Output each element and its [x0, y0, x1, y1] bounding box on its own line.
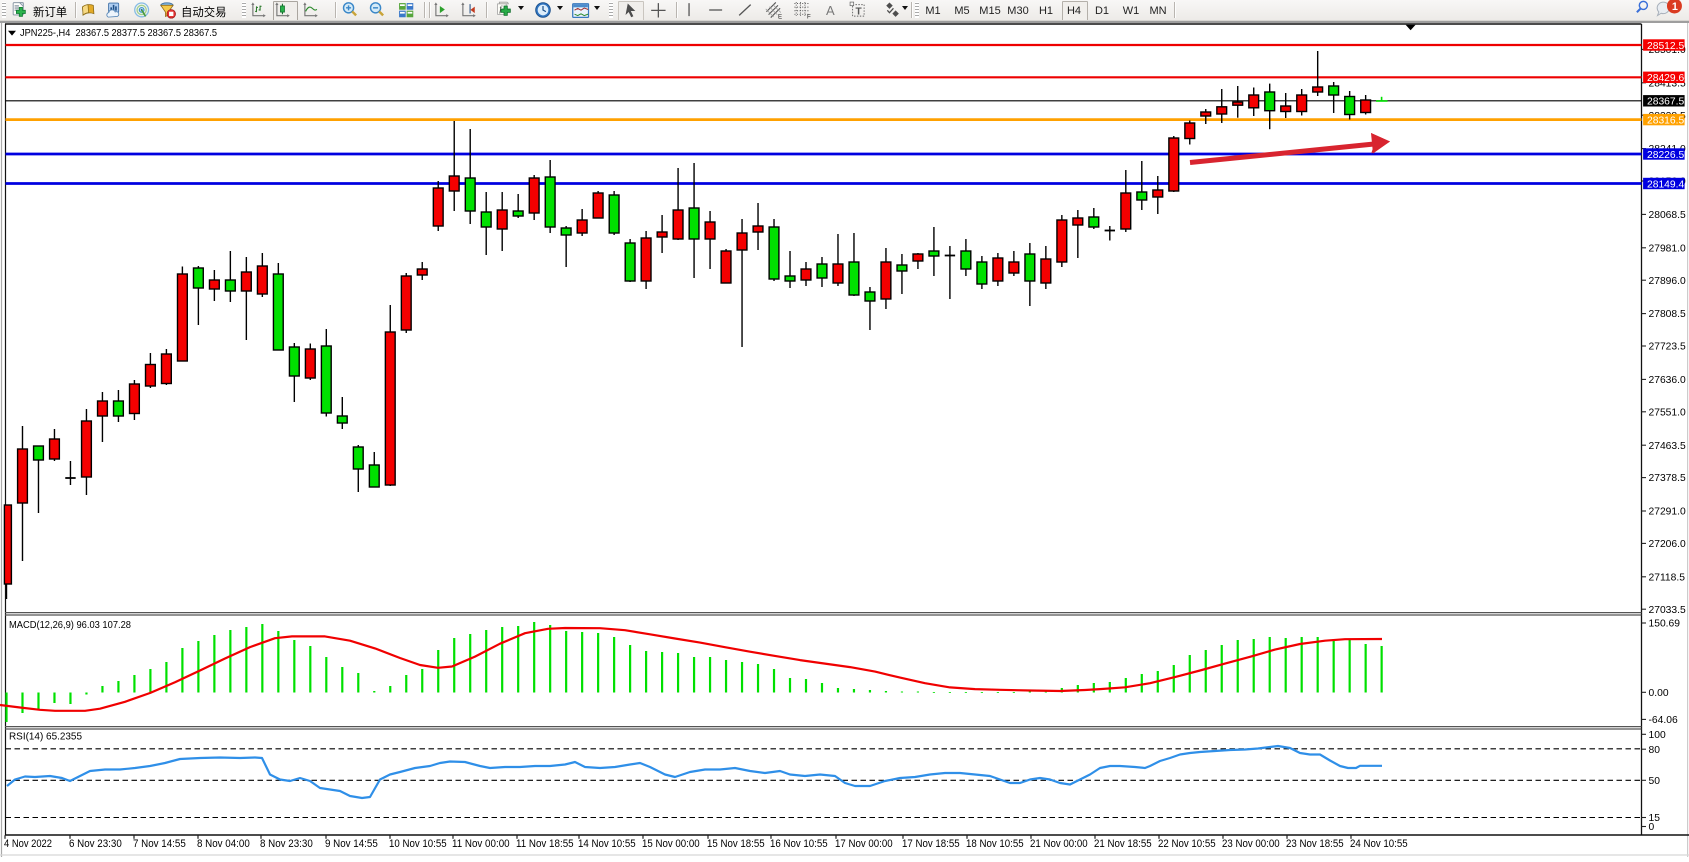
svg-text:0: 0 — [1649, 822, 1655, 833]
svg-text:22 Nov 10:55: 22 Nov 10:55 — [1158, 838, 1216, 850]
svg-text:17 Nov 00:00: 17 Nov 00:00 — [835, 838, 893, 850]
svg-text:27808.5: 27808.5 — [1649, 309, 1686, 320]
svg-text:1: 1 — [1672, 1, 1678, 13]
svg-text:8 Nov 23:30: 8 Nov 23:30 — [260, 838, 313, 850]
svg-text:28068.5: 28068.5 — [1649, 210, 1686, 221]
svg-text:JPN225-,H4 28367.5 28377.5 28: JPN225-,H4 28367.5 28377.5 28367.5 28367… — [20, 27, 217, 39]
svg-text:27551.0: 27551.0 — [1649, 407, 1686, 418]
svg-text:27723.5: 27723.5 — [1649, 342, 1686, 353]
svg-text:17 Nov 18:55: 17 Nov 18:55 — [902, 838, 960, 850]
svg-text:7 Nov 14:55: 7 Nov 14:55 — [133, 838, 186, 850]
svg-text:23 Nov 18:55: 23 Nov 18:55 — [1286, 838, 1344, 850]
svg-text:27291.0: 27291.0 — [1649, 507, 1686, 518]
svg-text:15 Nov 00:00: 15 Nov 00:00 — [642, 838, 700, 850]
svg-text:15 Nov 18:55: 15 Nov 18:55 — [707, 838, 765, 850]
svg-text:6 Nov 23:30: 6 Nov 23:30 — [69, 838, 122, 850]
svg-text:MACD(12,26,9) 96.03 107.28: MACD(12,26,9) 96.03 107.28 — [9, 620, 131, 631]
svg-text:18 Nov 10:55: 18 Nov 10:55 — [966, 838, 1024, 850]
svg-text:21 Nov 18:55: 21 Nov 18:55 — [1094, 838, 1152, 850]
svg-text:11 Nov 00:00: 11 Nov 00:00 — [452, 838, 510, 850]
svg-text:27981.0: 27981.0 — [1649, 243, 1686, 254]
svg-text:28316.5: 28316.5 — [1647, 115, 1684, 126]
svg-text:28413.5: 28413.5 — [1649, 78, 1686, 89]
svg-text:27118.5: 27118.5 — [1649, 572, 1686, 583]
svg-text:27033.5: 27033.5 — [1649, 605, 1686, 616]
svg-text:24 Nov 10:55: 24 Nov 10:55 — [1350, 838, 1408, 850]
svg-text:E: E — [778, 13, 782, 19]
svg-text:28149.4: 28149.4 — [1647, 179, 1684, 190]
svg-text:F: F — [807, 13, 811, 19]
svg-text:4 Nov 2022: 4 Nov 2022 — [4, 838, 52, 850]
svg-text:27636.0: 27636.0 — [1649, 375, 1686, 386]
svg-text:28429.6: 28429.6 — [1647, 73, 1684, 84]
svg-text:11 Nov 18:55: 11 Nov 18:55 — [516, 838, 574, 850]
svg-text:27463.5: 27463.5 — [1649, 441, 1686, 452]
svg-text:RSI(14) 65.2355: RSI(14) 65.2355 — [9, 732, 82, 743]
svg-text:16 Nov 10:55: 16 Nov 10:55 — [770, 838, 828, 850]
svg-text:28512.5: 28512.5 — [1647, 41, 1684, 52]
svg-text:27378.5: 27378.5 — [1649, 473, 1686, 484]
svg-text:50: 50 — [1649, 776, 1661, 787]
svg-text:80: 80 — [1649, 745, 1661, 756]
svg-text:-64.06: -64.06 — [1649, 715, 1678, 726]
svg-text:150.69: 150.69 — [1649, 619, 1681, 630]
svg-text:28226.5: 28226.5 — [1647, 150, 1684, 161]
svg-text:27206.0: 27206.0 — [1649, 539, 1686, 550]
svg-text:100: 100 — [1649, 730, 1666, 741]
svg-text:28367.5: 28367.5 — [1647, 97, 1684, 108]
svg-text:0.00: 0.00 — [1649, 688, 1669, 699]
svg-text:27896.0: 27896.0 — [1649, 276, 1686, 287]
svg-text:8 Nov 04:00: 8 Nov 04:00 — [197, 838, 250, 850]
svg-text:15: 15 — [1649, 813, 1661, 824]
svg-text:9 Nov 14:55: 9 Nov 14:55 — [325, 838, 378, 850]
svg-text:10 Nov 10:55: 10 Nov 10:55 — [389, 838, 447, 850]
svg-text:23 Nov 00:00: 23 Nov 00:00 — [1222, 838, 1280, 850]
svg-text:21 Nov 00:00: 21 Nov 00:00 — [1030, 838, 1088, 850]
svg-text:14 Nov 10:55: 14 Nov 10:55 — [578, 838, 636, 850]
svg-text:T: T — [855, 6, 862, 17]
